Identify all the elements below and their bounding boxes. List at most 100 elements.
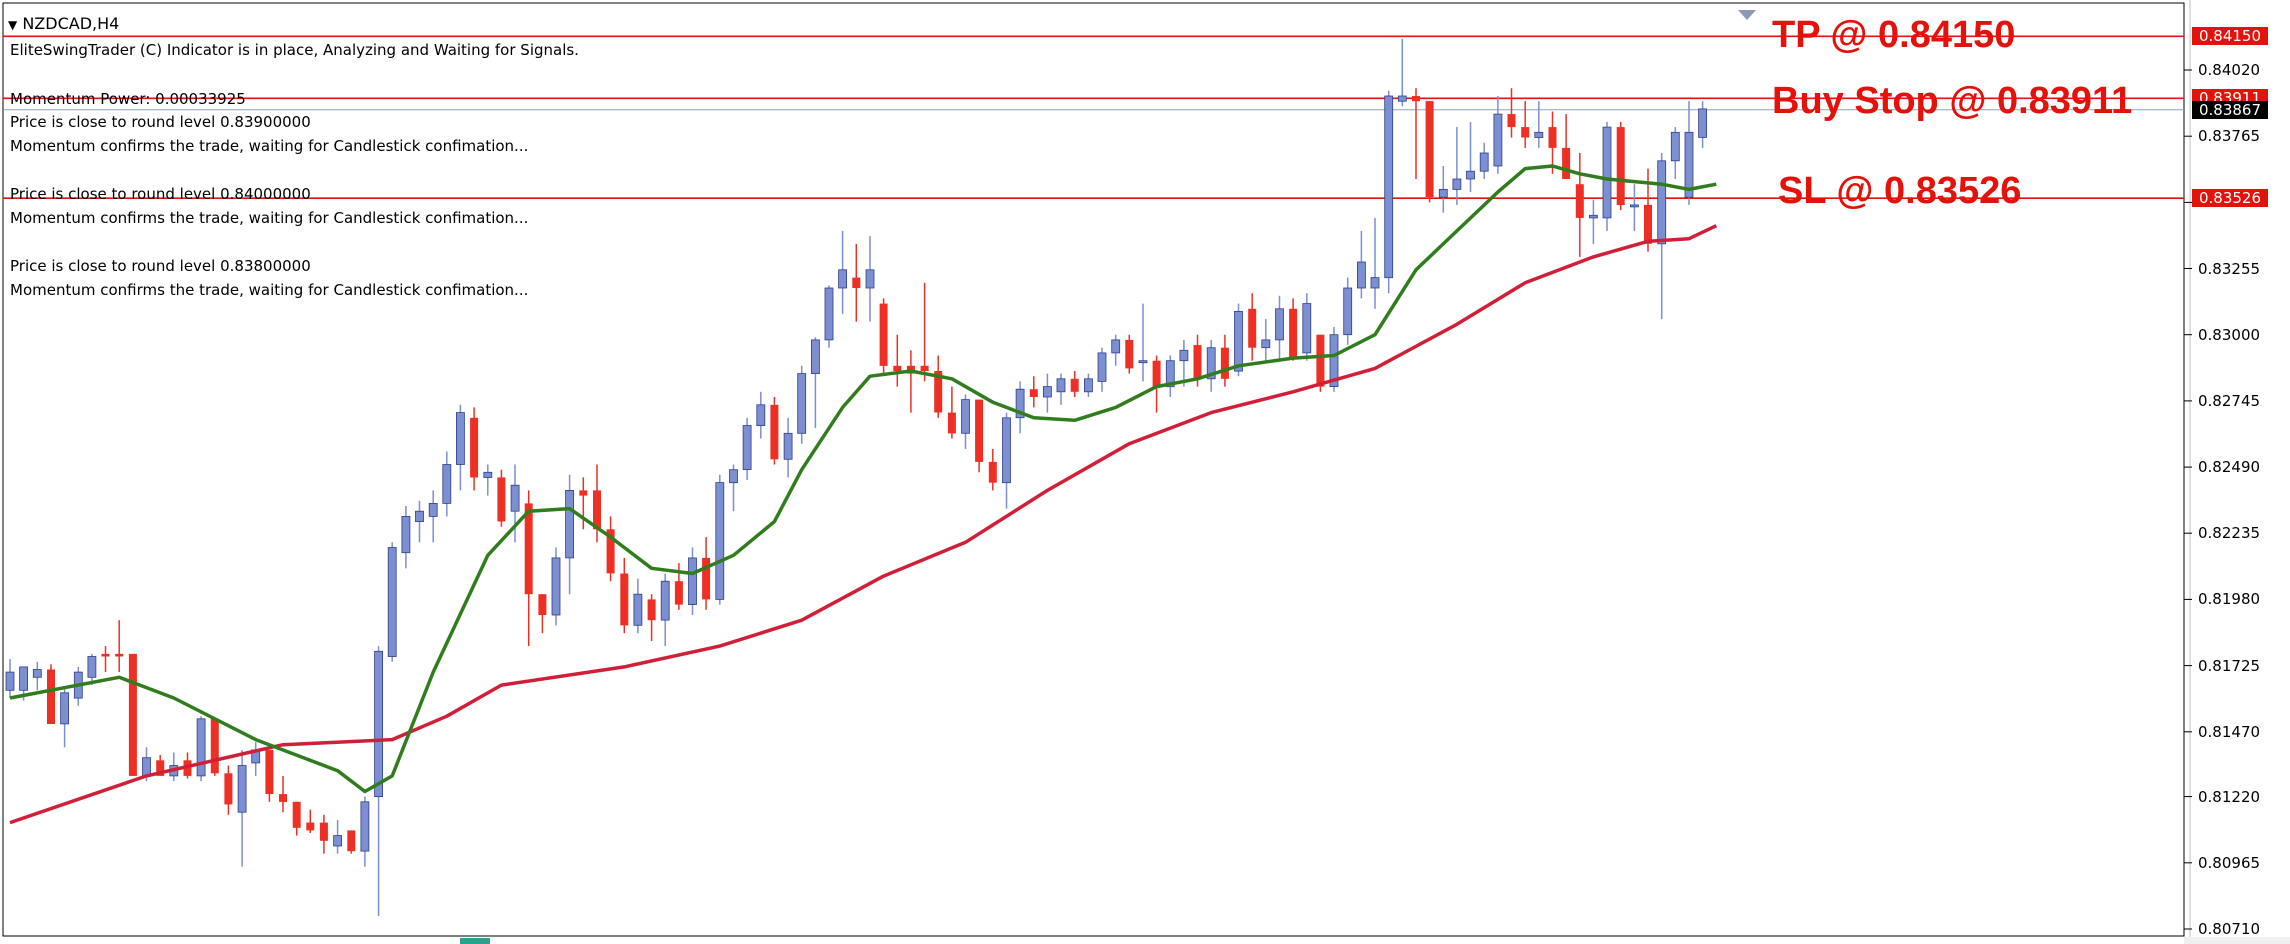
candle-body-bull [1056, 378, 1066, 393]
candle-body-bull [428, 502, 438, 517]
y-tick-label: 0.82490 [2198, 458, 2261, 476]
candle [1575, 153, 1584, 257]
candle-body-bull [1302, 303, 1312, 354]
candle [1521, 101, 1530, 148]
candle-body-bear [1521, 127, 1530, 138]
candle [783, 417, 793, 478]
candle-body-bear [1152, 360, 1161, 387]
dropdown-arrow-icon[interactable]: ▼ [8, 18, 18, 32]
candle-body-bull [565, 489, 574, 559]
candle-body-bear [279, 794, 287, 802]
candle [811, 337, 820, 429]
price-badge: 0.84150 [2192, 27, 2268, 45]
candle [742, 417, 752, 480]
candle [1056, 373, 1066, 405]
candle-body-bear [101, 653, 110, 657]
candle-body-bull [237, 765, 247, 813]
buy-stop-label: Buy Stop @ 0.83911 [1772, 80, 2133, 122]
candle [797, 365, 807, 444]
candle [415, 500, 424, 543]
candle-body-bear [1248, 308, 1257, 348]
slow-ma-line [9, 224, 1718, 825]
candle-body-bull [360, 801, 370, 852]
candle [879, 298, 888, 374]
candle [934, 355, 943, 418]
fast-ma-line [9, 164, 1717, 794]
candle-body-bull [1602, 126, 1612, 219]
candle-body-bull [1493, 113, 1503, 167]
candle-body-bull [1261, 339, 1271, 349]
candle-body-bear [1548, 127, 1557, 148]
candle-body-bear [1616, 127, 1625, 205]
tp-label: TP @ 0.84150 [1772, 14, 2016, 56]
candle-body-bull [797, 373, 807, 434]
bottom-strip [2184, 937, 2290, 944]
candle-body-bull [1111, 339, 1121, 354]
candle-body-bull [1698, 108, 1707, 138]
candle-body-bull [333, 835, 343, 847]
y-tick-label: 0.83765 [2198, 127, 2261, 145]
candle [1425, 101, 1434, 203]
candle [1138, 303, 1148, 382]
candle [1479, 142, 1489, 179]
candle [1220, 334, 1229, 387]
candle-body-bull [811, 339, 820, 374]
candle [1206, 339, 1216, 392]
candle-body-bull [1466, 170, 1475, 180]
candle [1452, 127, 1462, 205]
candle [660, 573, 670, 647]
candle-body-bear [128, 653, 137, 776]
candle [1684, 101, 1694, 205]
candle [620, 557, 629, 634]
y-tick-label: 0.84020 [2198, 61, 2261, 79]
candle-body-bull [387, 547, 397, 657]
candle [1343, 277, 1353, 346]
candle [1084, 373, 1093, 397]
candle-body-bull [1084, 378, 1093, 393]
candle [60, 687, 69, 748]
candle [756, 391, 766, 439]
candle-body-bull [1206, 347, 1216, 380]
candle [1602, 121, 1612, 231]
candle-body-bear [593, 490, 601, 530]
candle-body-bull [1384, 95, 1394, 279]
candle-body-bear [606, 529, 615, 574]
candle [1111, 334, 1121, 366]
candle-body-bear [647, 599, 656, 621]
candle-body-bull [1670, 131, 1680, 162]
momentum-msg: Momentum confirms the trade, waiting for… [10, 137, 529, 155]
round-level-msg: Price is close to round level 0.84000000 [10, 185, 311, 203]
candle [1384, 90, 1394, 294]
candle-body-bear [470, 417, 479, 478]
candle [47, 664, 55, 724]
symbol-title[interactable]: ▼ NZDCAD,H4 [8, 14, 119, 33]
candle-body-bear [1316, 334, 1325, 387]
candle-body-bull [729, 469, 738, 484]
round-level-msg: Price is close to round level 0.83900000 [10, 113, 311, 131]
candle-body-bear [497, 477, 506, 522]
candle [1152, 355, 1161, 413]
momentum-msg: Momentum confirms the trade, waiting for… [10, 281, 529, 299]
candle-body-bull [1329, 334, 1339, 388]
candle [1125, 334, 1134, 374]
candle-body-bear [538, 594, 547, 615]
candle [1302, 293, 1312, 361]
candle [1248, 293, 1257, 361]
candle [975, 399, 984, 473]
round-level-msg: Price is close to round level 0.83800000 [10, 257, 311, 275]
candle-body-bear [1029, 389, 1038, 397]
candle-body-bear [947, 412, 956, 434]
candle [647, 594, 656, 641]
candle-body-bull [551, 557, 561, 616]
momentum-msg: Momentum confirms the trade, waiting for… [10, 209, 529, 227]
candle [347, 830, 356, 854]
candle-body-bear [1644, 204, 1652, 244]
candle-body-bull [865, 269, 875, 289]
candle-body-bull [1043, 386, 1052, 398]
candle [470, 407, 479, 491]
candle-body-bear [579, 490, 588, 496]
candle-body-bear [879, 303, 888, 366]
candle [1070, 371, 1079, 397]
